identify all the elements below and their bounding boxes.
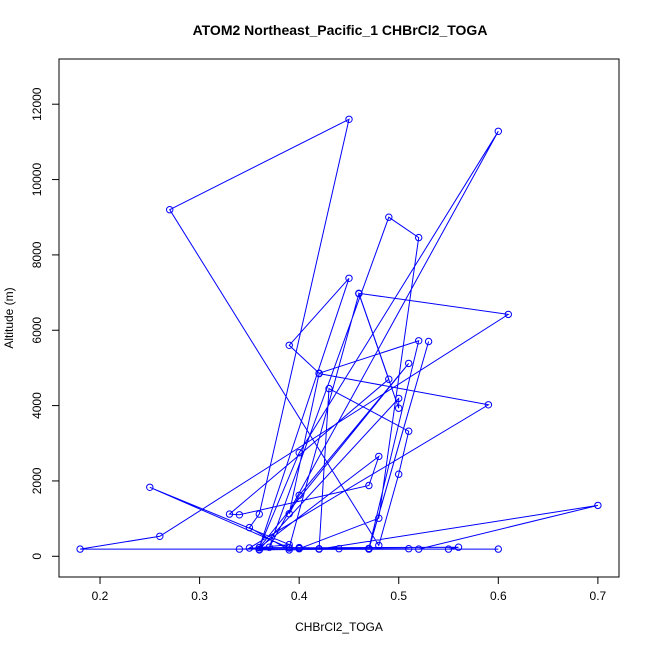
data-point [335, 545, 343, 553]
data-point [355, 290, 363, 298]
x-tick-label: 0.2 [92, 589, 109, 603]
x-tick-label: 0.6 [490, 589, 507, 603]
data-point [245, 523, 254, 532]
data-point [325, 384, 333, 393]
data-point [315, 369, 323, 378]
data-point [405, 545, 413, 553]
data-point [395, 470, 403, 478]
data-point [405, 427, 413, 435]
data-point [375, 541, 383, 550]
data-point [415, 337, 423, 345]
data-point [415, 233, 423, 242]
data-point [76, 545, 84, 553]
y-tick-label: 0 [30, 553, 44, 560]
data-point [405, 359, 413, 368]
y-tick-label: 4000 [30, 392, 44, 419]
y-tick-label: 6000 [30, 317, 44, 344]
data-point [385, 375, 393, 383]
data-point [385, 213, 393, 221]
data-point [235, 545, 244, 553]
data-point [285, 540, 293, 549]
data-point [315, 545, 323, 553]
y-axis: 0 2000 4000 6000 8000 10000 12000 [30, 87, 59, 560]
x-tick-label: 0.5 [390, 589, 407, 603]
data-point [395, 394, 403, 403]
data-point [146, 483, 154, 491]
x-tick-label: 0.4 [291, 589, 308, 603]
y-tick-label: 12000 [30, 87, 44, 121]
x-tick-label: 0.3 [191, 589, 208, 603]
data-point [424, 337, 433, 346]
x-axis-label: CHBrCl2_TOGA [295, 620, 383, 634]
x-tick-label: 0.7 [590, 589, 607, 603]
data-point [255, 510, 263, 518]
data-point [454, 543, 463, 551]
data-point [295, 449, 303, 457]
data-point [504, 310, 512, 319]
data-point [444, 545, 453, 553]
data-point [285, 510, 293, 518]
y-axis-label: Altitude (m) [2, 287, 16, 348]
data-point [365, 481, 373, 490]
chart-title: ATOM2 Northeast_Pacific_1 CHBrCl2_TOGA [193, 22, 488, 38]
data-point [484, 401, 493, 409]
data-point [255, 543, 263, 552]
data-point [166, 206, 174, 214]
data-point [345, 115, 353, 124]
plot-frame [58, 58, 620, 578]
y-tick-label: 2000 [30, 467, 44, 494]
data-point [594, 501, 602, 510]
data-point [345, 274, 353, 282]
data-point [395, 404, 403, 412]
data-point [265, 543, 273, 551]
data-point [375, 514, 383, 522]
y-tick-label: 10000 [30, 163, 44, 197]
data-point [375, 452, 383, 461]
data-point [415, 545, 423, 553]
data-point [365, 545, 373, 553]
data-point [245, 544, 254, 552]
data-point [295, 491, 303, 499]
data-point [494, 545, 502, 553]
series-line [80, 118, 599, 551]
data-point [285, 341, 293, 349]
data-point [156, 532, 164, 540]
data-point [285, 543, 293, 552]
y-tick-label: 8000 [30, 241, 44, 268]
data-point [494, 127, 502, 136]
data-point [295, 544, 303, 553]
plot-area [76, 115, 602, 554]
x-axis: 0.2 0.3 0.4 0.5 0.6 0.7 [92, 577, 607, 603]
data-point [225, 510, 234, 518]
data-point [285, 546, 293, 554]
data-point [235, 511, 244, 519]
data-point [255, 546, 263, 554]
